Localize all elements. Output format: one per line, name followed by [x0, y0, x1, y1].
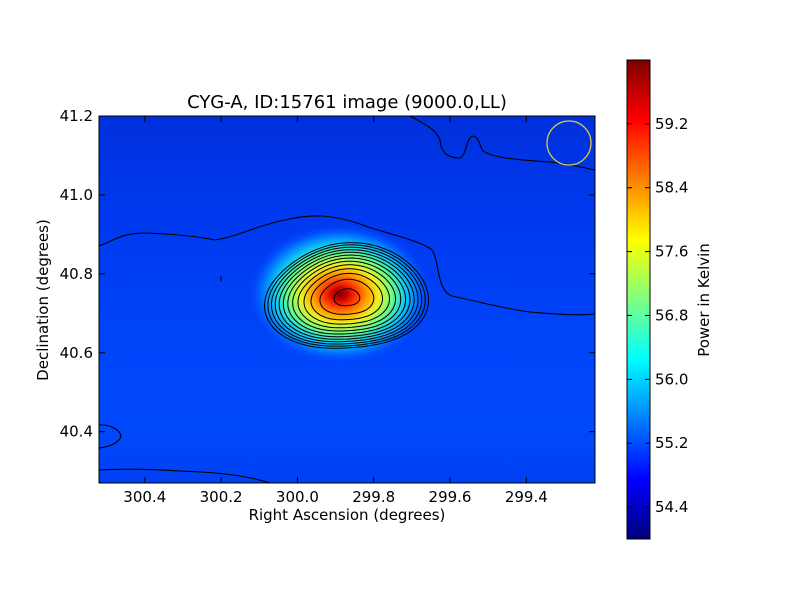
heatmap-plot — [99, 116, 595, 483]
x-tick-label: 300.0 — [276, 488, 319, 506]
contour-line — [319, 278, 375, 315]
y-tick-label: 41.2 — [60, 107, 93, 125]
colorbar-tick-label: 57.6 — [655, 243, 688, 261]
colorbar-ticks: 54.4 55.2 56.0 56.8 57.6 58.4 59.2 — [627, 115, 688, 516]
colorbar-tick-label: 54.4 — [655, 498, 688, 516]
background-contour — [99, 424, 122, 449]
contour-line — [274, 249, 419, 343]
background-contour — [409, 116, 595, 171]
contour-line — [282, 254, 411, 338]
y-tick-label: 40.4 — [60, 423, 93, 441]
contour-line — [297, 264, 397, 329]
x-tick-label: 300.4 — [123, 488, 166, 506]
contour-line — [263, 242, 430, 349]
y-axis-label: Declination (degrees) — [34, 219, 52, 381]
x-tick-label: 299.4 — [505, 488, 548, 506]
x-tick-label: 299.6 — [429, 488, 472, 506]
source-contours — [263, 242, 430, 349]
x-axis-label: Right Ascension (degrees) — [249, 506, 446, 524]
colorbar-tick-label: 56.8 — [655, 306, 688, 324]
contour-line — [287, 257, 406, 335]
source-emission — [248, 224, 432, 364]
chart-title: CYG-A, ID:15761 image (9000.0,LL) — [187, 92, 507, 113]
y-tick-label: 41.0 — [60, 186, 93, 204]
contour-line — [270, 246, 423, 345]
contour-line — [303, 268, 391, 325]
y-axis: 40.4 40.6 40.8 41.0 41.2 — [60, 107, 595, 441]
contour-line — [267, 244, 426, 347]
beam-marker — [546, 120, 592, 166]
y-tick-label: 40.6 — [60, 344, 93, 362]
contour-line — [310, 272, 383, 321]
colorbar-tick-label: 58.4 — [655, 179, 688, 197]
colorbar — [626, 59, 651, 540]
contour-line — [333, 288, 361, 307]
colorbar-label: Power in Kelvin — [695, 243, 713, 357]
colorbar-tick-label: 56.0 — [655, 370, 688, 388]
colorbar-tick-label: 59.2 — [655, 115, 688, 133]
contour-line — [278, 251, 415, 340]
background-contour — [99, 215, 595, 316]
background-contour — [99, 468, 271, 483]
x-axis: 300.4 300.2 300.0 299.8 299.6 299.4 — [123, 116, 548, 506]
x-tick-label: 300.2 — [200, 488, 243, 506]
colorbar-tick-label: 55.2 — [655, 434, 688, 452]
y-tick-label: 40.8 — [60, 265, 93, 283]
plot-frame — [98, 115, 596, 484]
x-tick-label: 299.8 — [352, 488, 395, 506]
contour-line — [292, 260, 402, 332]
